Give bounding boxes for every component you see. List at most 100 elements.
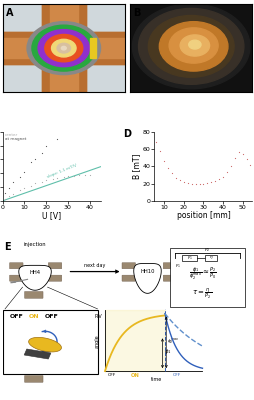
Point xyxy=(83,172,87,178)
Point xyxy=(154,139,158,146)
Point xyxy=(7,185,11,192)
Bar xyxy=(3,38,124,58)
Point xyxy=(44,177,48,183)
Point xyxy=(201,180,205,187)
Text: $P_1$: $P_1$ xyxy=(186,254,192,262)
Text: D: D xyxy=(123,129,131,139)
Point xyxy=(22,169,26,175)
X-axis label: position [mm]: position [mm] xyxy=(176,211,229,220)
Circle shape xyxy=(45,34,83,62)
Circle shape xyxy=(159,22,227,71)
Bar xyxy=(42,4,86,92)
Point xyxy=(66,173,70,179)
Bar xyxy=(89,38,96,58)
Point xyxy=(216,176,220,182)
Point xyxy=(18,174,22,180)
Circle shape xyxy=(32,25,95,71)
Point xyxy=(212,178,216,184)
Point xyxy=(50,176,54,182)
Circle shape xyxy=(51,39,76,57)
Text: injection: injection xyxy=(24,242,46,247)
Text: E: E xyxy=(4,242,10,252)
Circle shape xyxy=(148,16,233,77)
Circle shape xyxy=(61,46,66,50)
X-axis label: U [V]: U [V] xyxy=(42,211,61,220)
Circle shape xyxy=(188,40,200,49)
Text: $\tau = \frac{\eta}{P_2}$: $\tau = \frac{\eta}{P_2}$ xyxy=(192,286,212,300)
Text: ON: ON xyxy=(130,374,139,378)
Point xyxy=(162,158,166,164)
Text: $\phi_1$: $\phi_1$ xyxy=(163,347,171,356)
Point xyxy=(165,165,169,171)
Circle shape xyxy=(132,4,249,89)
FancyBboxPatch shape xyxy=(3,310,97,374)
Circle shape xyxy=(38,30,89,67)
Point xyxy=(169,170,173,176)
Bar xyxy=(50,4,77,92)
Text: OFF: OFF xyxy=(10,314,24,318)
Text: $\frac{\phi_1}{\phi_2^{max}} \approx \frac{P_2}{P_0}$: $\frac{\phi_1}{\phi_2^{max}} \approx \fr… xyxy=(188,265,216,282)
Point xyxy=(158,148,162,154)
Point xyxy=(228,163,232,170)
Text: next day: next day xyxy=(84,263,105,268)
Point xyxy=(204,180,209,186)
Point xyxy=(76,172,81,178)
Text: HH4: HH4 xyxy=(29,270,40,275)
Point xyxy=(61,174,65,180)
Text: at magnet: at magnet xyxy=(5,138,26,142)
Bar xyxy=(42,4,86,92)
Point xyxy=(55,136,59,142)
Point xyxy=(72,173,76,179)
Point xyxy=(7,193,11,199)
Point xyxy=(3,189,7,196)
Bar xyxy=(3,32,124,64)
FancyBboxPatch shape xyxy=(24,376,43,382)
Text: ON: ON xyxy=(29,314,39,318)
Bar xyxy=(3,38,124,59)
Point xyxy=(244,156,248,163)
Point xyxy=(29,182,33,189)
Point xyxy=(55,175,59,181)
Point xyxy=(224,169,228,176)
Point xyxy=(193,180,197,187)
Text: OFF: OFF xyxy=(45,314,59,318)
Text: $\phi_2^{max}$: $\phi_2^{max}$ xyxy=(167,338,179,347)
Y-axis label: B [mT]: B [mT] xyxy=(132,154,140,179)
Point xyxy=(33,180,37,186)
Text: $P_1$: $P_1$ xyxy=(174,262,180,270)
Text: $P_2$: $P_2$ xyxy=(203,246,210,254)
Point xyxy=(22,185,26,192)
Text: PIV: PIV xyxy=(94,314,102,318)
Point xyxy=(220,174,224,180)
Text: time: time xyxy=(150,377,161,382)
Point xyxy=(247,162,251,168)
Text: HH10: HH10 xyxy=(140,269,154,274)
Text: B: B xyxy=(133,8,140,18)
Text: center: center xyxy=(5,133,18,137)
Point xyxy=(185,180,189,186)
Point xyxy=(87,172,91,178)
FancyBboxPatch shape xyxy=(121,263,135,269)
Point xyxy=(189,180,193,187)
Text: $\eta$: $\eta$ xyxy=(208,254,213,262)
Text: A: A xyxy=(6,8,14,18)
Circle shape xyxy=(27,22,100,75)
Point xyxy=(40,178,44,185)
Bar xyxy=(49,4,78,92)
Point xyxy=(44,142,48,149)
Point xyxy=(240,151,244,158)
FancyBboxPatch shape xyxy=(163,263,176,269)
Polygon shape xyxy=(28,337,61,352)
Point xyxy=(18,187,22,193)
Point xyxy=(236,148,240,155)
Point xyxy=(173,174,177,181)
Text: OFF: OFF xyxy=(107,374,115,378)
Text: angle: angle xyxy=(95,334,100,348)
FancyBboxPatch shape xyxy=(163,275,176,281)
Bar xyxy=(204,255,217,261)
Point xyxy=(232,154,236,161)
FancyBboxPatch shape xyxy=(169,248,244,307)
Circle shape xyxy=(168,28,217,63)
FancyBboxPatch shape xyxy=(24,292,43,298)
Point xyxy=(3,196,7,202)
